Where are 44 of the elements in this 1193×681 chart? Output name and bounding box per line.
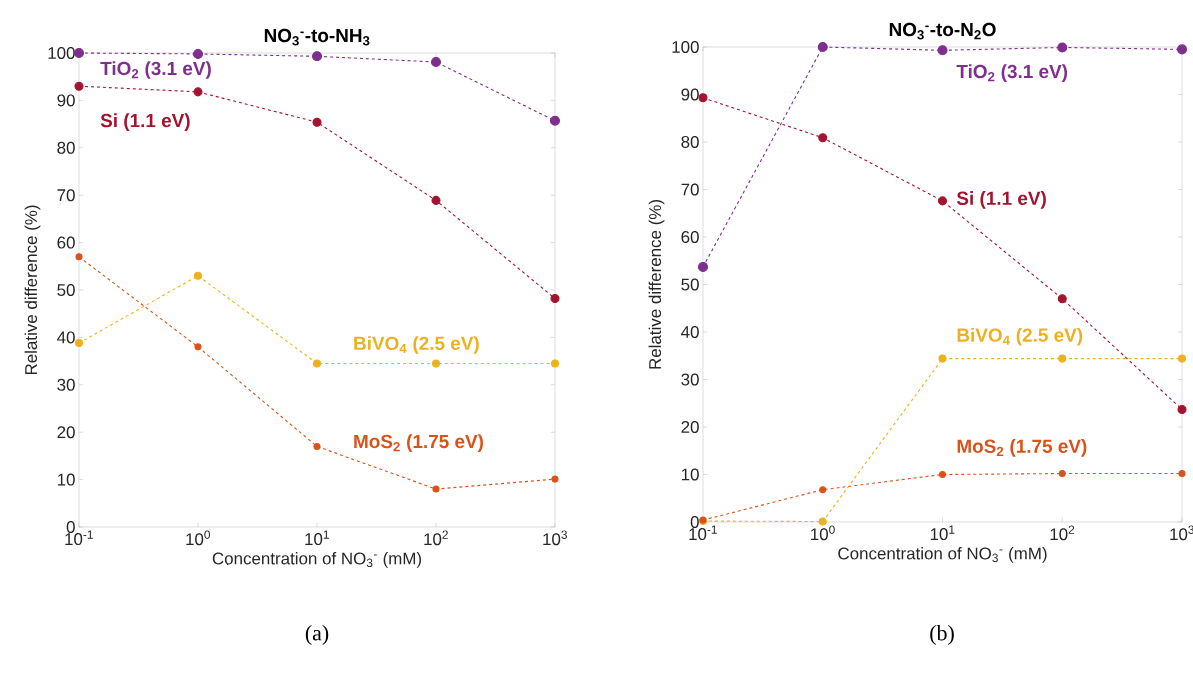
x-tick-label: 10$^{2}$ xyxy=(1050,525,1075,541)
series-label: Si (1.1 eV) xyxy=(956,191,1046,209)
y-tick-label: 30 xyxy=(681,373,699,386)
series-label: BiVO$_{4}$ (2.5 eV) xyxy=(957,327,1083,346)
y-tick-label: 90 xyxy=(681,88,699,101)
series-label: MoS$_{2}$ (1.75 eV) xyxy=(957,439,1087,457)
y-tick-label: 80 xyxy=(681,136,699,148)
series-label: TiO$_{2}$ (3.1 eV) xyxy=(100,61,211,79)
x-axis-title: Concentration of NO$_{3}$$^{-}$ (mM) xyxy=(838,547,1047,563)
series-label: Si (1.1 eV) xyxy=(100,113,190,132)
series-label: TiO$_{2}$ (3.1 eV) xyxy=(956,64,1068,82)
x-tick-label: 10$^{1}$ xyxy=(305,530,329,546)
y-tick-label: 50 xyxy=(57,284,75,296)
y-tick-label: 70 xyxy=(57,189,75,202)
chart-title: NO$_{3}$$^{-}$-to-N$_{2}$O xyxy=(889,22,996,40)
y-tick-label: 80 xyxy=(57,141,75,154)
y-tick-label: 40 xyxy=(681,326,699,338)
y-tick-label: 40 xyxy=(57,331,75,344)
text: (a) xyxy=(305,625,329,645)
x-axis-title: Concentration of NO$_{3}$$^{-}$ (mM) xyxy=(212,552,422,568)
x-tick-label: 10$^{3}$ xyxy=(543,530,567,546)
series-label: BiVO$_{4}$ (2.5 eV) xyxy=(354,336,479,354)
y-tick-label: 100 xyxy=(48,46,75,59)
x-tick-label: 10$^{0}$ xyxy=(186,530,210,546)
series-label: MoS$_{2}$ (1.75 eV) xyxy=(354,434,483,452)
y-tick-label: 60 xyxy=(57,236,75,249)
y-tick-label: 20 xyxy=(57,426,75,439)
x-tick-label: 10$^{2}$ xyxy=(424,530,448,546)
y-tick-label: 10 xyxy=(681,468,699,481)
y-tick-label: 50 xyxy=(681,278,699,291)
y-tick-label: 70 xyxy=(681,183,699,196)
chart-title: NO$_{3}$$^{-}$-to-NH$_{3}$ xyxy=(264,28,370,46)
y-tick-label: 20 xyxy=(681,421,699,433)
text: (b) xyxy=(930,625,954,645)
y-tick-label: 30 xyxy=(57,378,75,391)
y-tick-label: 10 xyxy=(57,473,75,486)
y-tick-label: 100 xyxy=(672,40,699,53)
x-tick-label: 10$^{3}$ xyxy=(1170,525,1193,541)
y-axis-title: Relative difference (%) xyxy=(24,205,41,375)
x-tick-label: 10$^{0}$ xyxy=(811,525,835,541)
y-tick-label: 60 xyxy=(681,231,699,243)
x-tick-label: 10$^{1}$ xyxy=(930,525,955,541)
y-axis-title: Relative difference (%) xyxy=(648,200,665,369)
y-tick-label: 90 xyxy=(57,94,75,107)
